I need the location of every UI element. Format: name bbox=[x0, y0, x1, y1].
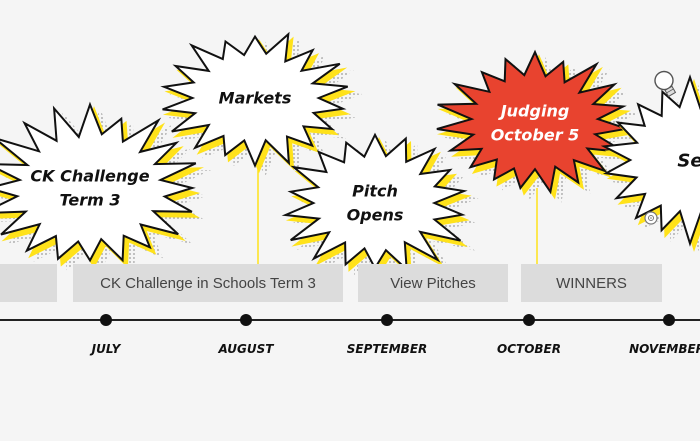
burst-label: Se bbox=[677, 150, 700, 171]
timeline-dot bbox=[240, 314, 252, 326]
month-label-august: AUGUST bbox=[218, 342, 274, 356]
burst-label: Pitch bbox=[352, 182, 398, 201]
month-label-november: NOVEMBER bbox=[629, 342, 700, 356]
lightbulb-icon bbox=[654, 70, 677, 98]
burst-markets: Markets bbox=[160, 31, 363, 177]
left-partial-button[interactable] bbox=[0, 264, 57, 302]
burst-label: October 5 bbox=[491, 126, 580, 145]
burst-pitch-opens: Pitch Opens bbox=[281, 132, 479, 281]
burst-ck-challenge: CK Challenge Term 3 bbox=[0, 101, 211, 272]
ck-challenge-schools-button[interactable]: CK Challenge in Schools Term 3 bbox=[73, 264, 343, 302]
timeline-dot bbox=[663, 314, 675, 326]
burst-label: Judging bbox=[498, 102, 570, 121]
burst-label: CK Challenge bbox=[30, 167, 149, 186]
view-pitches-button[interactable]: View Pitches bbox=[358, 264, 508, 302]
burst-judging: Judging October 5 bbox=[436, 49, 642, 204]
burst-label: Term 3 bbox=[60, 191, 121, 210]
timeline-dot bbox=[381, 314, 393, 326]
winners-button[interactable]: WINNERS bbox=[521, 264, 662, 302]
month-label-september: SEPTEMBER bbox=[346, 342, 428, 356]
timeline-dot bbox=[523, 314, 535, 326]
month-label-july: JULY bbox=[91, 342, 121, 356]
burst-se: Se bbox=[600, 74, 700, 256]
timeline-dots bbox=[100, 314, 675, 326]
burst-label: Opens bbox=[347, 206, 404, 225]
burst-layer: CK Challenge Term 3 Markets Pitch Opens Judgi… bbox=[0, 31, 700, 281]
timeline-dot bbox=[100, 314, 112, 326]
target-icon bbox=[644, 211, 658, 225]
month-label-october: OCTOBER bbox=[497, 342, 561, 356]
burst-label: Markets bbox=[219, 89, 292, 108]
